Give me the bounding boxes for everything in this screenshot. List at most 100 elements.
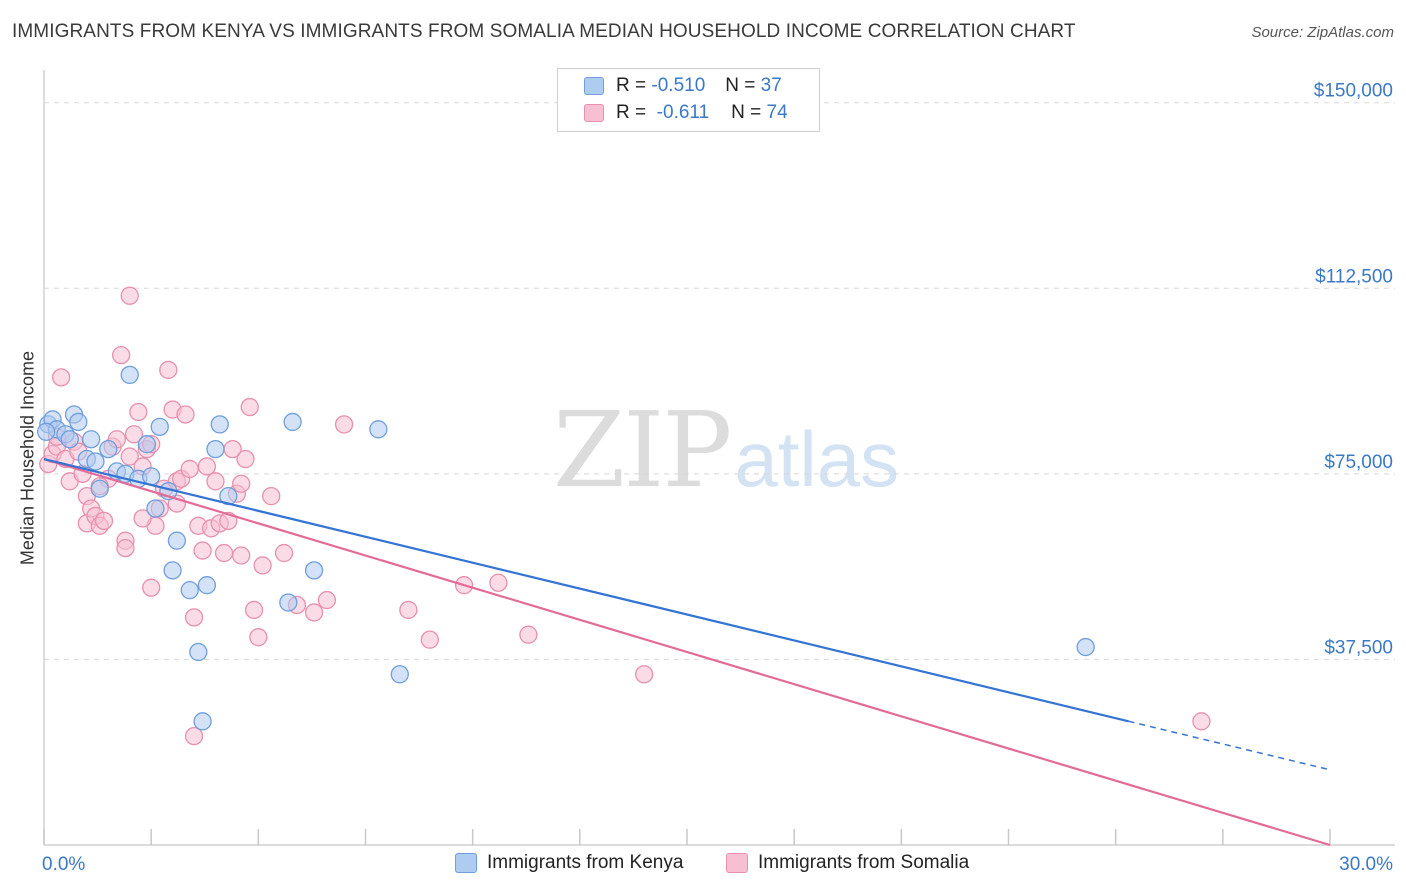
somalia-point bbox=[197, 457, 217, 476]
somalia-point bbox=[253, 556, 272, 575]
kenya-point bbox=[283, 412, 302, 432]
kenya-n-value: 37 bbox=[760, 75, 782, 96]
somalia-point bbox=[244, 600, 264, 620]
kenya-point bbox=[86, 452, 105, 471]
somalia-r-value: -0.611 bbox=[656, 102, 710, 123]
kenya-trend-extension bbox=[1128, 720, 1331, 771]
somalia-point bbox=[489, 573, 508, 592]
kenya-point bbox=[189, 642, 208, 662]
somalia-point bbox=[1192, 712, 1211, 731]
somalia-point bbox=[634, 665, 654, 684]
grid-lines bbox=[44, 102, 1395, 660]
kenya-point bbox=[146, 499, 165, 518]
somalia-point bbox=[94, 511, 114, 531]
zipatlas-watermark: ZIPatlas bbox=[553, 398, 899, 503]
somalia-point bbox=[519, 625, 538, 644]
kenya-point bbox=[142, 467, 161, 486]
kenya-point bbox=[36, 422, 56, 441]
kenya-point bbox=[99, 439, 118, 459]
somalia-point bbox=[236, 449, 255, 469]
somalia-point bbox=[274, 543, 294, 563]
somalia-point bbox=[249, 628, 268, 647]
somalia-n-label: N = bbox=[731, 102, 762, 123]
kenya-r-value: -0.510 bbox=[651, 75, 706, 96]
kenya-point bbox=[304, 561, 324, 580]
somalia-point bbox=[184, 608, 204, 627]
y-tick-label: $112,500 bbox=[1315, 266, 1393, 287]
kenya-point bbox=[279, 593, 298, 612]
kenya-point bbox=[82, 430, 101, 449]
somalia-point bbox=[399, 600, 418, 620]
kenya-point bbox=[167, 531, 187, 550]
kenya-n-label: N = bbox=[725, 75, 756, 96]
somalia-point bbox=[180, 459, 199, 479]
kenya-point bbox=[120, 365, 139, 385]
x-tick-label-max: 30.0% bbox=[1339, 854, 1393, 875]
somalia-point bbox=[176, 405, 195, 424]
source-label: Source: ZipAtlas.com bbox=[1251, 24, 1394, 41]
kenya-point bbox=[197, 576, 217, 595]
somalia-point bbox=[334, 415, 354, 434]
somalia-point bbox=[142, 578, 161, 597]
somalia-point bbox=[232, 546, 251, 565]
kenya-point bbox=[150, 417, 169, 437]
somalia-point bbox=[232, 474, 251, 493]
chart-title: IMMIGRANTS FROM KENYA VS IMMIGRANTS FROM… bbox=[12, 21, 1076, 42]
somalia-point bbox=[120, 286, 139, 305]
somalia-swatch bbox=[584, 104, 604, 122]
somalia-point bbox=[420, 630, 439, 649]
somalia-legend-label: Immigrants from Somalia bbox=[758, 852, 970, 873]
somalia-trend-line bbox=[43, 457, 1331, 847]
kenya-point bbox=[206, 439, 225, 459]
somalia-point bbox=[129, 402, 148, 422]
kenya-point bbox=[193, 712, 212, 731]
kenya-legend-label: Immigrants from Kenya bbox=[487, 852, 684, 873]
somalia-point bbox=[133, 509, 152, 528]
kenya-point bbox=[69, 412, 88, 432]
somalia-point bbox=[120, 447, 139, 466]
somalia-point bbox=[124, 425, 144, 444]
legend-row-somalia: R = -0.611 N = 74 bbox=[584, 102, 788, 124]
kenya-r-label: R = bbox=[616, 75, 647, 96]
x-tick-label-min: 0.0% bbox=[42, 854, 85, 875]
kenya-point bbox=[60, 430, 79, 449]
somalia-point bbox=[116, 538, 135, 558]
y-tick-label: $150,000 bbox=[1314, 81, 1393, 102]
somalia-point bbox=[206, 472, 225, 491]
trend-lines bbox=[43, 457, 1331, 847]
somalia-point bbox=[317, 590, 337, 610]
data-points bbox=[36, 286, 1211, 746]
y-tick-label: $37,500 bbox=[1324, 637, 1393, 658]
kenya-point bbox=[210, 415, 229, 434]
somalia-point bbox=[193, 541, 212, 560]
legend-row-kenya: R = -0.510 N = 37 bbox=[584, 75, 782, 97]
watermark-atlas: atlas bbox=[734, 415, 900, 503]
somalia-r-label: R = bbox=[616, 102, 647, 123]
kenya-point bbox=[1076, 637, 1095, 657]
watermark-zip: ZIP bbox=[553, 389, 732, 511]
kenya-point bbox=[90, 479, 109, 498]
somalia-point bbox=[184, 726, 204, 746]
correlation-legend: R = -0.510 N = 37 R = -0.611 N = 74 bbox=[557, 68, 820, 132]
somalia-n-value: 74 bbox=[766, 102, 788, 123]
somalia-point bbox=[112, 345, 131, 365]
kenya-point bbox=[137, 435, 157, 454]
y-tick-label: $75,000 bbox=[1324, 452, 1393, 473]
kenya-point bbox=[369, 420, 388, 439]
kenya-point bbox=[180, 581, 199, 600]
series-legend-kenya: Immigrants from Kenya bbox=[455, 852, 683, 874]
kenya-trend-line bbox=[43, 457, 1129, 723]
tick-labels: $37,500 $75,000 $112,500 $150,000 0.0% 30.0% bbox=[42, 81, 1393, 875]
somalia-legend-swatch bbox=[726, 853, 748, 873]
kenya-swatch bbox=[584, 77, 604, 95]
somalia-point bbox=[214, 543, 234, 563]
somalia-point bbox=[51, 368, 71, 387]
series-legend-somalia: Immigrants from Somalia bbox=[726, 852, 969, 874]
kenya-legend-swatch bbox=[455, 853, 477, 873]
kenya-point bbox=[163, 561, 182, 580]
somalia-point bbox=[159, 360, 178, 380]
kenya-point bbox=[390, 665, 409, 684]
somalia-point bbox=[304, 603, 324, 622]
somalia-point bbox=[262, 486, 281, 506]
